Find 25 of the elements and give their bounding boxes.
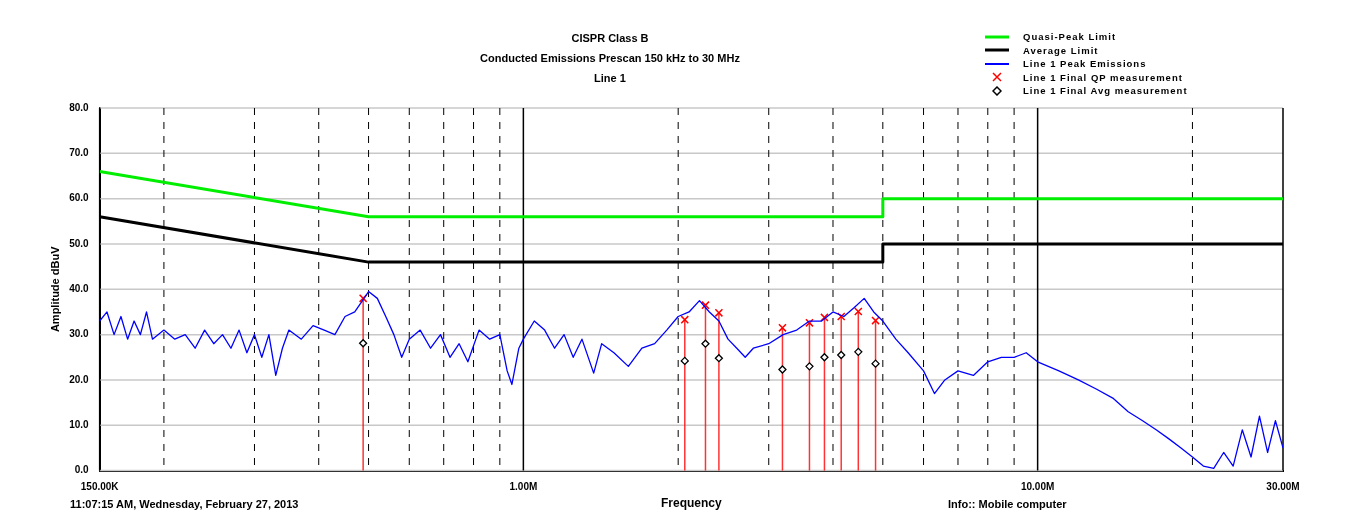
y-tick-label: 50.0 (69, 237, 90, 249)
legend-label: Line 1 Peak Emissions (1023, 58, 1147, 70)
legend-label: Line 1 Final Avg measurement (1023, 85, 1188, 97)
y-tick-label: 30.0 (69, 328, 90, 340)
y-axis-title: Amplitude dBuV (48, 245, 61, 333)
x-tick-label: 10.00M (1020, 481, 1055, 493)
chart-title: CISPR Class B (570, 32, 650, 44)
text: Info:: Mobile computer (948, 498, 1067, 510)
legend-label: Quasi-Peak Limit (1023, 31, 1117, 43)
x-tick-label: 30.00M (1266, 481, 1300, 493)
chart-subtitle: Conducted Emissions Prescan 150 kHz to 30 MHz (479, 52, 741, 64)
y-tick-label: 60.0 (69, 192, 90, 204)
x-axis-title: Frequency (660, 496, 722, 511)
text: 11:07:15 AM, Wednesday, February 27, 2013 (70, 498, 299, 510)
y-tick-label: 10.0 (69, 419, 90, 431)
y-tick-label: 0.0 (74, 464, 90, 476)
y-tick-label: 70.0 (69, 147, 90, 159)
y-tick-label: 80.0 (69, 101, 90, 113)
x-tick-label: 1.00M (509, 481, 538, 493)
y-tick-label: 40.0 (69, 283, 90, 295)
y-tick-label: 20.0 (69, 373, 90, 385)
legend-label: Average Limit (1023, 44, 1099, 56)
x-tick-label: 150.00K (80, 481, 120, 493)
legend-label: Line 1 Final QP measurement (1023, 71, 1183, 83)
text: Line 1 (593, 72, 627, 84)
